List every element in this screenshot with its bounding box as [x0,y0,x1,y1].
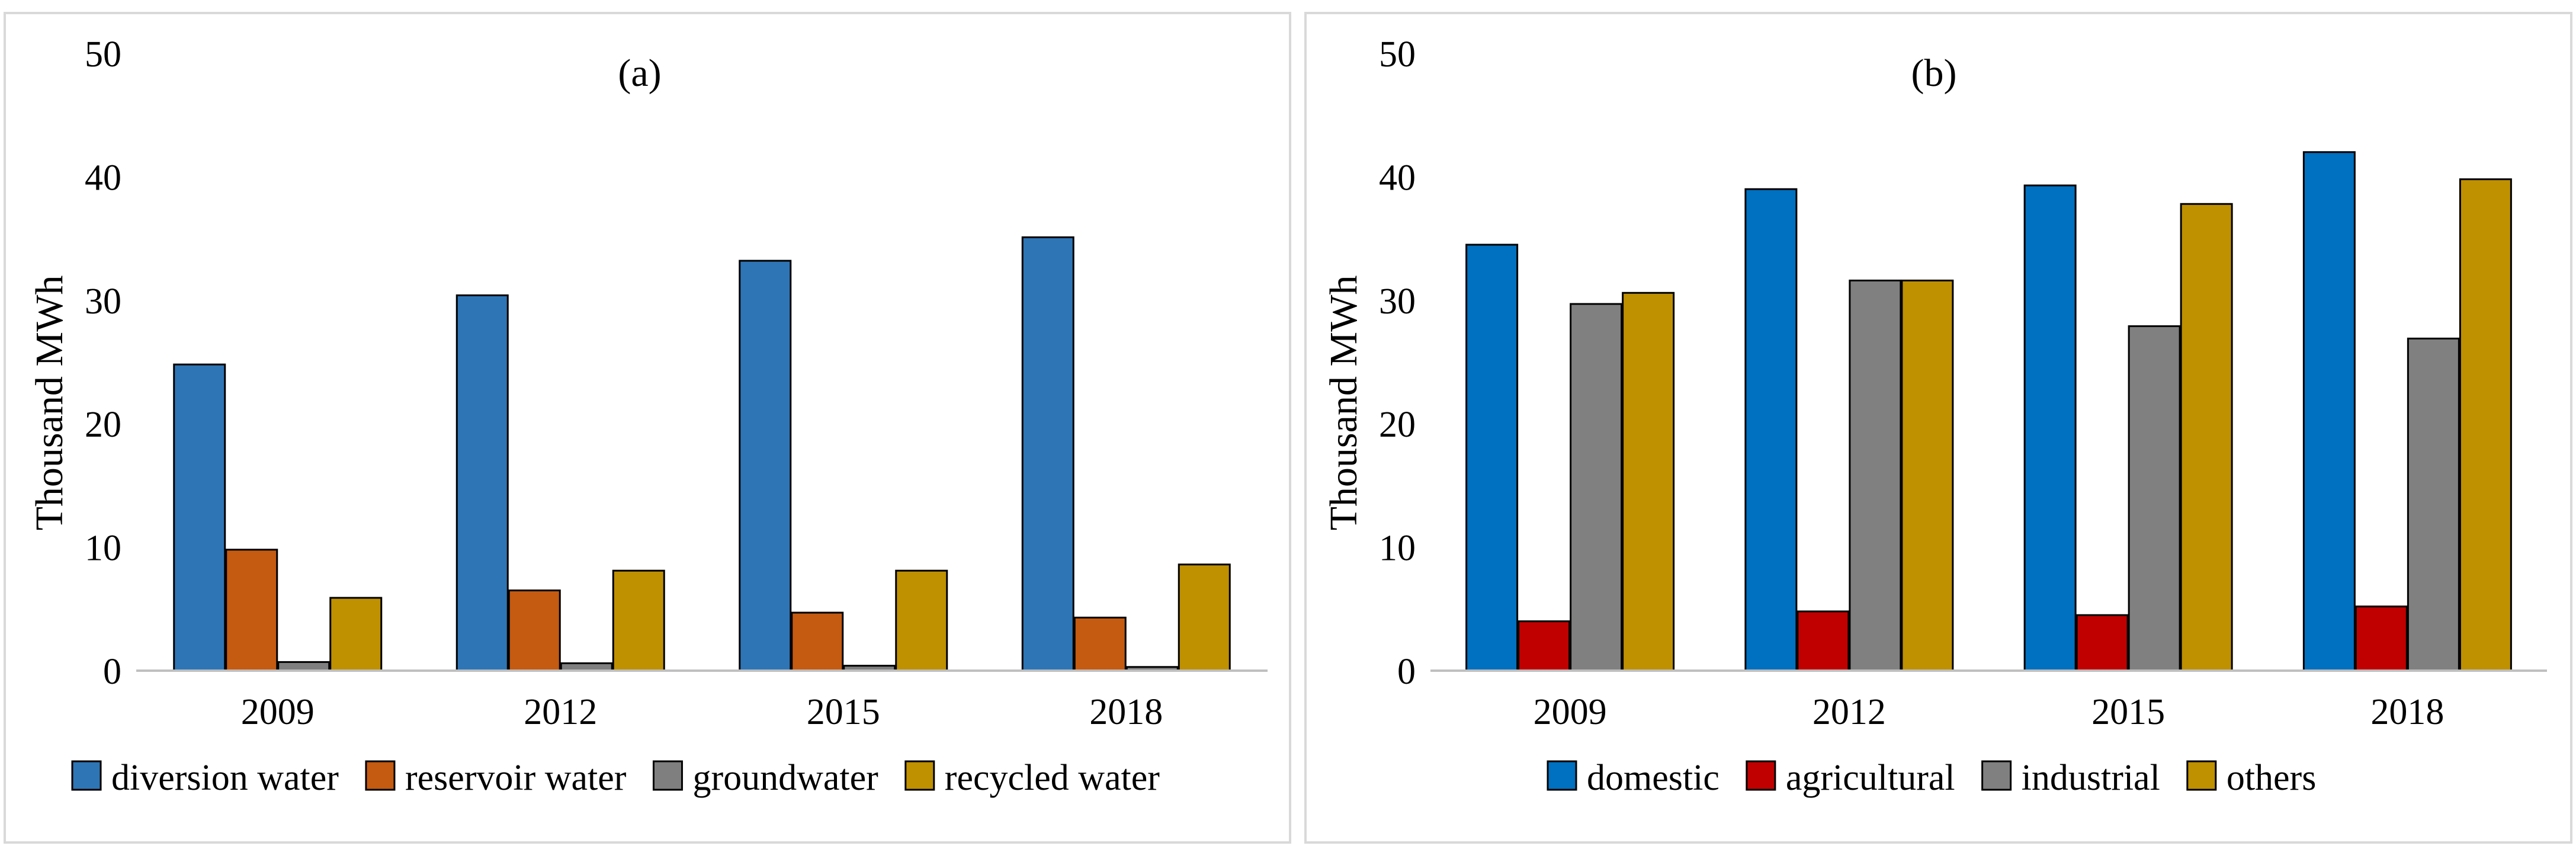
bar-domestic-2012 [1744,188,1798,672]
legend-label: groundwater [692,758,878,798]
legend-label: reservoir water [405,758,627,798]
bar-diversion-water-2009 [173,363,226,672]
bar-agricultural-2018 [2354,605,2408,672]
bar-diversion-water-2018 [1021,236,1074,672]
y-tick-label: 40 [1379,158,1416,198]
bar-agricultural-2009 [1518,620,1571,672]
y-tick-label: 10 [1379,528,1416,569]
legend-swatch [2186,760,2217,791]
y-tick-label: 0 [103,652,121,692]
y-axis-label: Thousand MWh [28,275,71,531]
y-tick-label: 30 [85,281,121,322]
chart-title: (a) [618,52,661,95]
bar-industrial-2018 [2407,337,2460,672]
bar-others-2009 [1622,291,1675,672]
y-tick-labels: 0 10 20 30 40 50 [85,34,121,692]
y-tick-label: 30 [1379,281,1416,322]
bar-industrial-2015 [2128,325,2181,672]
legend-label: diversion water [111,758,339,798]
bar-recycled-water-2018 [1178,563,1231,672]
bar-recycled-water-2009 [329,597,383,672]
x-tick-label: 2009 [1534,692,1607,732]
x-tick-label: 2009 [241,692,315,732]
bar-diversion-water-2012 [455,294,509,672]
x-tick-label: 2018 [1089,692,1163,732]
x-tick-label: 2012 [524,692,597,732]
bar-others-2012 [1901,279,1954,672]
legend-swatch [1981,760,2012,791]
y-tick-label: 50 [1379,34,1416,75]
y-axis-label: Thousand MWh [1322,275,1365,531]
y-tick-label: 40 [85,158,121,198]
x-tick-label: 2018 [2370,692,2444,732]
bar-industrial-2012 [1849,279,1902,672]
bar-reservoir-water-2015 [791,611,844,672]
legend-swatch [904,760,935,791]
y-tick-label: 0 [1397,652,1416,692]
legend-swatch [652,760,683,791]
bar-domestic-2009 [1465,244,1519,672]
bar-others-2018 [2459,178,2512,672]
bars [173,236,1231,672]
legend-label: agricultural [1786,758,1955,798]
bar-recycled-water-2012 [612,569,665,672]
x-tick-labels: 2009 2012 2015 2018 [241,692,1163,732]
x-tick-label: 2015 [2091,692,2165,732]
chart-panel-b: (b) Thousand MWh 0 10 20 30 40 50 2009 2012 201… [1304,12,2572,844]
y-tick-labels: 0 10 20 30 40 50 [1379,34,1416,692]
y-tick-label: 50 [85,34,121,75]
legend-label: domestic [1587,758,1720,798]
bar-reservoir-water-2012 [508,590,561,672]
y-tick-label: 10 [85,528,121,569]
legend-swatch [1746,760,1776,791]
bar-diversion-water-2015 [739,259,792,672]
x-tick-label: 2015 [807,692,880,732]
legend-swatch [1547,760,1577,791]
y-tick-label: 20 [85,405,121,445]
bar-industrial-2009 [1570,303,1623,672]
legend-label: others [2227,758,2317,798]
legend-swatch [71,760,102,791]
legend: domestic agricultural industrial others [1547,758,2317,798]
bar-agricultural-2015 [2075,614,2129,672]
chart-title: (b) [1911,52,1957,95]
legend: diversion water reservoir water groundwate… [71,758,1160,798]
bar-groundwater-2009 [277,661,331,672]
bar-reservoir-water-2009 [225,549,278,672]
bar-agricultural-2012 [1797,610,1850,672]
x-tick-label: 2012 [1812,692,1886,732]
bar-recycled-water-2015 [895,569,948,672]
legend-label: recycled water [945,758,1160,798]
bar-others-2015 [2180,203,2233,672]
chart-panel-a: (a) Thousand MWh 0 10 20 30 40 50 2009 2012 201… [4,12,1291,844]
legend-label: industrial [2022,758,2160,798]
bar-reservoir-water-2018 [1073,616,1127,672]
bar-domestic-2018 [2302,151,2356,672]
x-tick-labels: 2009 2012 2015 2018 [1534,692,2445,732]
legend-swatch [365,760,396,791]
y-tick-label: 20 [1379,405,1416,445]
bar-domestic-2015 [2023,184,2077,672]
